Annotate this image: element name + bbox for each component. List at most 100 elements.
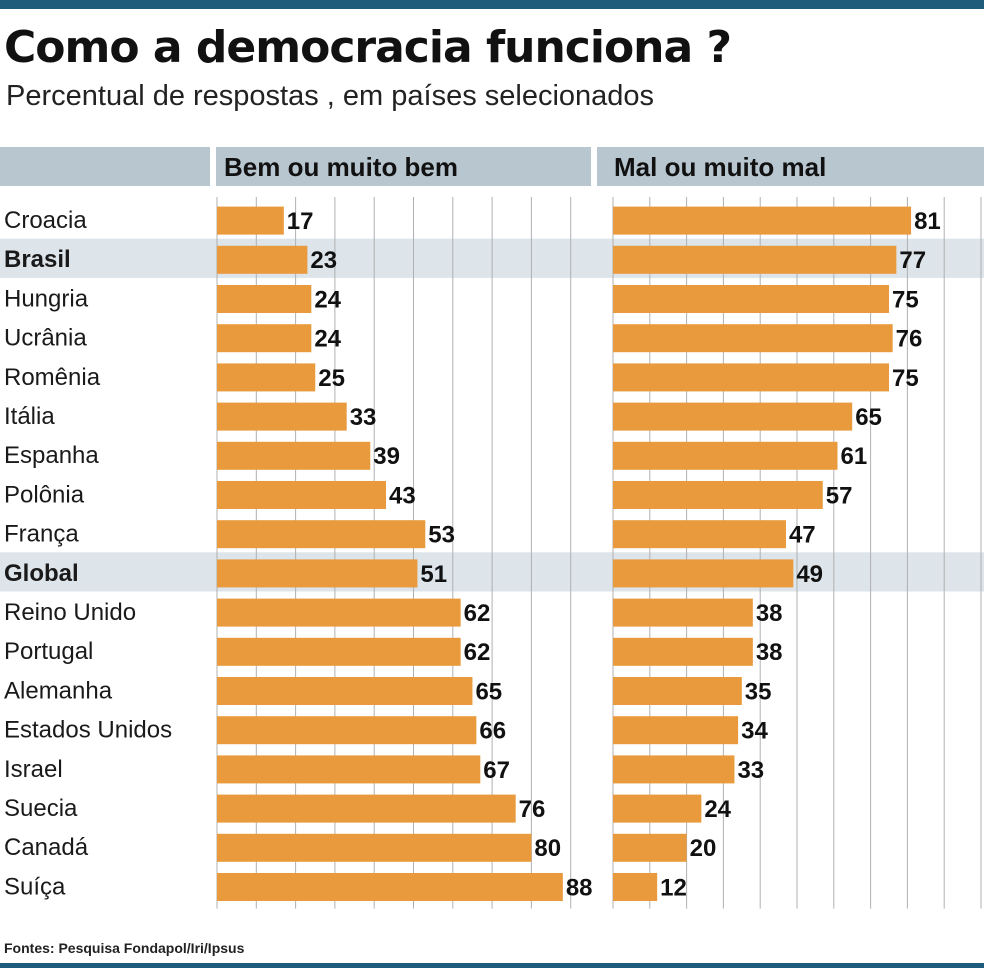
panel-title-good: Bem ou muito bem xyxy=(224,152,458,182)
source-note: Fontes: Pesquisa Fondapol/Iri/Ipsus xyxy=(4,940,245,956)
bottom-rule xyxy=(0,963,984,968)
value-label: 17 xyxy=(287,208,314,235)
bar xyxy=(613,794,702,823)
category-label: Global xyxy=(4,560,79,587)
category-label: Israel xyxy=(4,756,63,783)
bar xyxy=(217,441,371,470)
header-gap xyxy=(591,147,597,186)
bar xyxy=(217,245,308,274)
column-headers: Bem ou muito bem Mal ou muito mal xyxy=(0,147,984,186)
bar xyxy=(613,637,753,666)
bar xyxy=(613,677,742,705)
value-label: 81 xyxy=(914,208,941,235)
category-label: Portugal xyxy=(4,638,93,665)
header-gap xyxy=(210,147,216,186)
bar xyxy=(613,363,889,392)
category-label: Romênia xyxy=(4,364,101,391)
value-label: 80 xyxy=(534,835,561,862)
bar xyxy=(613,441,838,470)
category-label: Croacia xyxy=(4,207,87,234)
value-label: 47 xyxy=(789,522,816,549)
category-label: Espanha xyxy=(4,442,99,469)
value-label: 57 xyxy=(826,482,853,509)
bar xyxy=(217,363,316,392)
value-label: 62 xyxy=(464,639,491,666)
value-label: 53 xyxy=(428,522,455,549)
category-label: Suecia xyxy=(4,795,78,822)
category-label: Canadá xyxy=(4,834,89,861)
bar xyxy=(613,833,687,862)
panel-title-bad: Mal ou muito mal xyxy=(614,152,826,182)
bar xyxy=(613,520,786,549)
chart-title: Como a democracia funciona ? xyxy=(4,22,732,73)
bar xyxy=(217,324,312,353)
bars xyxy=(217,206,912,901)
value-label: 24 xyxy=(314,326,341,353)
value-label: 76 xyxy=(896,326,923,353)
value-label: 38 xyxy=(756,639,783,666)
gridlines xyxy=(216,197,982,909)
bar xyxy=(613,755,735,784)
bar xyxy=(613,245,897,274)
bar xyxy=(217,794,516,823)
value-label: 33 xyxy=(737,757,764,784)
value-labels: 1723242425333943535162626566677680888177… xyxy=(287,208,941,901)
value-label: 51 xyxy=(420,561,447,588)
value-label: 33 xyxy=(350,404,377,431)
value-label: 65 xyxy=(855,404,882,431)
bar xyxy=(613,324,893,353)
category-label: Polônia xyxy=(4,481,85,508)
category-label: Estados Unidos xyxy=(4,717,172,744)
value-label: 23 xyxy=(310,247,337,274)
bar xyxy=(613,559,794,588)
value-label: 77 xyxy=(899,247,926,274)
bar xyxy=(217,873,563,901)
chart-subtitle: Percentual de respostas , em países sele… xyxy=(6,80,655,112)
value-label: 24 xyxy=(314,286,341,313)
value-label: 39 xyxy=(373,443,400,470)
value-label: 38 xyxy=(756,600,783,627)
value-label: 61 xyxy=(840,443,867,470)
bar xyxy=(217,481,386,509)
bar xyxy=(613,402,853,431)
value-label: 25 xyxy=(318,365,345,392)
category-label: França xyxy=(4,521,79,548)
value-label: 67 xyxy=(483,757,510,784)
value-label: 24 xyxy=(704,796,731,823)
value-label: 49 xyxy=(796,561,823,588)
header-band xyxy=(0,147,984,186)
category-labels: Croacia Brasil Hungria Ucrânia Romênia Itália… xyxy=(4,207,172,900)
value-label: 76 xyxy=(519,796,546,823)
value-label: 35 xyxy=(745,678,772,705)
bar xyxy=(613,285,889,313)
category-label: Brasil xyxy=(4,246,71,273)
value-label: 62 xyxy=(464,600,491,627)
category-label: Hungria xyxy=(4,285,89,312)
bar xyxy=(217,559,418,588)
category-label: Itália xyxy=(4,403,55,430)
bar xyxy=(217,637,461,666)
bar xyxy=(217,598,461,627)
bar xyxy=(613,716,739,745)
value-label: 12 xyxy=(660,874,687,901)
value-label: 88 xyxy=(566,874,593,901)
category-label: Reino Unido xyxy=(4,599,136,626)
value-label: 65 xyxy=(475,678,502,705)
value-label: 75 xyxy=(892,365,919,392)
value-label: 34 xyxy=(741,718,768,745)
bar xyxy=(217,677,473,705)
bar xyxy=(217,520,426,549)
category-label: Alemanha xyxy=(4,677,113,704)
bar xyxy=(613,206,912,235)
bar xyxy=(613,873,658,901)
category-label: Ucrânia xyxy=(4,325,87,352)
value-label: 43 xyxy=(389,482,416,509)
bar xyxy=(217,206,284,235)
bar xyxy=(217,833,532,862)
value-label: 75 xyxy=(892,286,919,313)
bar xyxy=(613,481,823,509)
category-label: Suíça xyxy=(4,873,66,900)
bar xyxy=(217,755,481,784)
value-label: 20 xyxy=(690,835,717,862)
